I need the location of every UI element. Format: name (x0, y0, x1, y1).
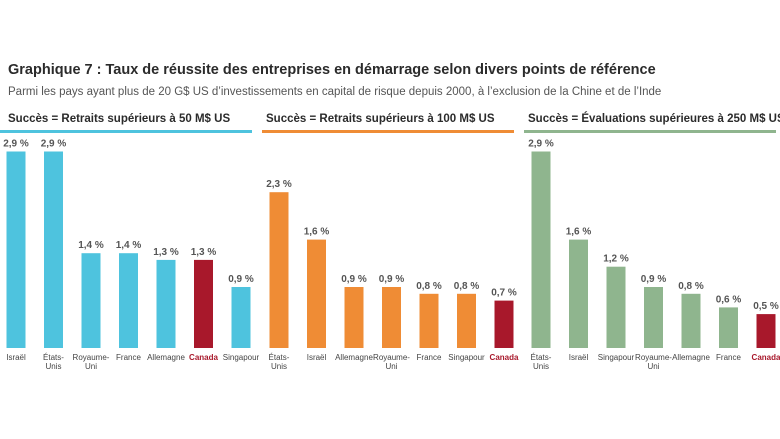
category-label-1-1: Israël (6, 353, 26, 362)
bar-3-7 (756, 314, 776, 348)
value-label-1-5: 1,3 % (153, 247, 179, 258)
category-label-1-4: France (116, 353, 141, 362)
value-label-1-4: 1,4 % (116, 240, 142, 251)
value-label-3-2: 1,6 % (566, 227, 592, 238)
category-label-2-6: Singapour (448, 353, 485, 362)
category-label-3-5: Allemagne (672, 353, 710, 362)
bar-3-1 (531, 151, 551, 348)
value-label-3-3: 1,2 % (603, 254, 629, 265)
category-label-3-2: Israël (569, 353, 589, 362)
chart-title: Graphique 7 : Taux de réussite des entre… (8, 62, 656, 78)
bar-3-6 (719, 307, 738, 348)
bar-1-2 (44, 151, 63, 348)
bar-2-2 (307, 239, 326, 348)
category-label-1-6: Canada (189, 353, 218, 362)
panel-1-title: Succès = Retraits supérieurs à 50 M$ US (8, 113, 231, 125)
value-label-3-7: 0,5 % (753, 301, 779, 312)
category-label-3-3: Singapour (598, 353, 635, 362)
category-label-1-3: Royaume-Uni (73, 353, 110, 371)
category-label-2-5: France (417, 353, 442, 362)
value-label-1-3: 1,4 % (78, 240, 104, 251)
bar-1-7 (231, 287, 251, 348)
value-label-1-1: 2,9 % (3, 139, 29, 150)
category-label-1-5: Allemagne (147, 353, 185, 362)
chart-subtitle: Parmi les pays ayant plus de 20 G$ US d’… (8, 86, 662, 98)
bar-1-1 (6, 151, 26, 348)
value-label-3-1: 2,9 % (528, 139, 554, 150)
value-label-2-4: 0,9 % (379, 274, 405, 285)
value-label-2-3: 0,9 % (341, 274, 367, 285)
bar-2-1 (269, 192, 289, 348)
category-label-3-7: Canada (752, 353, 780, 362)
panel-3-title: Succès = Évaluations supérieures à 250 M… (528, 113, 780, 125)
panel-2-rule (262, 130, 514, 133)
category-label-2-7: Canada (490, 353, 519, 362)
value-label-2-1: 2,3 % (266, 179, 292, 190)
value-label-1-6: 1,3 % (191, 247, 217, 258)
value-label-3-6: 0,6 % (716, 294, 742, 305)
bar-3-4 (644, 287, 663, 348)
bar-2-6 (457, 293, 476, 348)
category-label-1-7: Singapour (223, 353, 260, 362)
category-label-3-4: Royaume-Uni (635, 353, 672, 371)
bar-3-5 (681, 293, 701, 348)
category-label-3-6: France (716, 353, 741, 362)
value-label-1-2: 2,9 % (41, 139, 67, 150)
category-label-2-1: États-Unis (269, 353, 290, 371)
panel-3-rule (524, 130, 776, 133)
bar-3-3 (606, 266, 626, 348)
bar-2-3 (344, 287, 364, 348)
bar-1-6 (194, 259, 213, 348)
bar-2-5 (419, 293, 439, 348)
value-label-2-6: 0,8 % (454, 281, 480, 292)
bar-1-3 (81, 253, 101, 348)
value-label-2-7: 0,7 % (491, 288, 517, 299)
panel-2-title: Succès = Retraits supérieurs à 100 M$ US (266, 113, 495, 125)
value-label-3-5: 0,8 % (678, 281, 704, 292)
category-label-2-2: Israël (307, 353, 327, 362)
panel-1-rule (0, 130, 252, 133)
bar-2-7 (494, 300, 514, 348)
bar-1-5 (156, 259, 176, 348)
value-label-2-2: 1,6 % (304, 227, 330, 238)
category-label-2-4: Royaume-Uni (373, 353, 410, 371)
category-label-3-1: États-Unis (531, 353, 552, 371)
category-label-2-3: Allemagne (335, 353, 373, 362)
bar-3-2 (569, 239, 588, 348)
bar-2-4 (382, 287, 401, 348)
value-label-3-4: 0,9 % (641, 274, 667, 285)
value-label-2-5: 0,8 % (416, 281, 442, 292)
bar-1-4 (119, 253, 138, 348)
value-label-1-7: 0,9 % (228, 274, 254, 285)
category-label-1-2: États-Unis (43, 353, 64, 371)
